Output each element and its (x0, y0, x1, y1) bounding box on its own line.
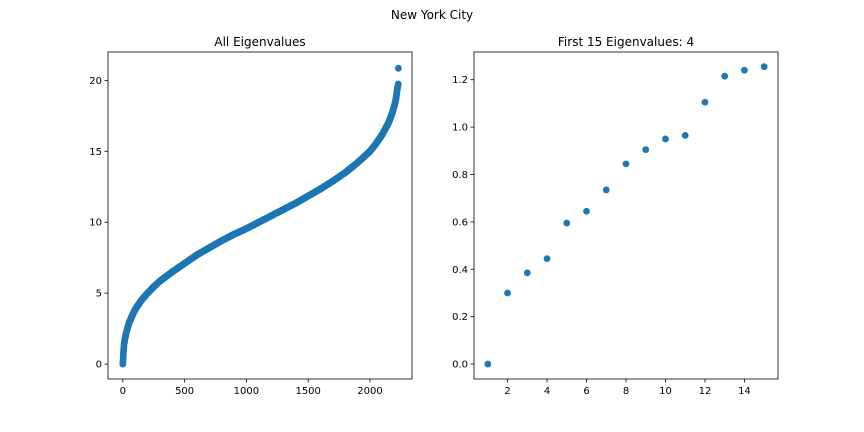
y-tick-label: 15 (89, 147, 102, 158)
data-point (484, 360, 492, 368)
plot-all-eigenvalues: All Eigenvalues 0 500 1000 1500 2000 0 5 10 15 20 (89, 35, 413, 397)
y-tick-label: 0.0 (452, 360, 468, 371)
x-tick-label: 6 (583, 386, 589, 397)
y-tick-label: 20 (89, 76, 102, 87)
data-point (642, 146, 650, 154)
plot-first-15-eigenvalues: First 15 Eigenvalues: 4 2 4 6 8 10 12 14 0.0 0.2 0… (452, 35, 779, 397)
data-point (721, 72, 729, 80)
figure-suptitle: New York City (391, 8, 473, 22)
x-tick-label: 4 (544, 386, 550, 397)
axes-frame (107, 51, 413, 380)
y-tick-label: 0.2 (452, 312, 468, 323)
data-point (563, 219, 571, 227)
x-tick-label: 8 (623, 386, 629, 397)
data-points (119, 64, 402, 368)
data-point (543, 255, 551, 263)
x-tick-label: 14 (738, 386, 751, 397)
x-tick-label: 2000 (357, 386, 382, 397)
y-tick-label: 0.8 (452, 170, 468, 181)
chart-title: All Eigenvalues (214, 35, 305, 49)
x-tick-label: 0 (120, 386, 126, 397)
x-tick-label: 1000 (234, 386, 259, 397)
data-point (394, 80, 402, 88)
y-tick-label: 10 (89, 218, 102, 229)
data-point (523, 269, 531, 277)
data-point (701, 98, 709, 106)
data-point (504, 289, 511, 297)
y-tick-label: 0.6 (452, 217, 468, 228)
x-tick-label: 500 (175, 386, 194, 397)
y-tick-label: 0 (96, 360, 102, 371)
y-tick-label: 5 (96, 289, 102, 300)
x-tick-label: 2 (504, 386, 510, 397)
data-point (583, 207, 590, 215)
x-tick-label: 12 (699, 386, 712, 397)
data-point (395, 64, 402, 72)
x-tick-label: 1500 (295, 386, 320, 397)
y-tick-label: 0.4 (452, 265, 468, 276)
axes-frame (473, 51, 779, 380)
chart-title: First 15 Eigenvalues: 4 (558, 35, 694, 49)
data-point (760, 63, 768, 71)
data-point (602, 186, 610, 194)
y-tick-label: 1.2 (452, 75, 468, 86)
data-point (741, 66, 748, 74)
data-point (622, 160, 630, 168)
data-points (484, 63, 768, 368)
data-point (662, 135, 669, 143)
x-tick-label: 10 (659, 386, 672, 397)
y-tick-label: 1.0 (452, 123, 468, 134)
data-point (681, 132, 689, 139)
